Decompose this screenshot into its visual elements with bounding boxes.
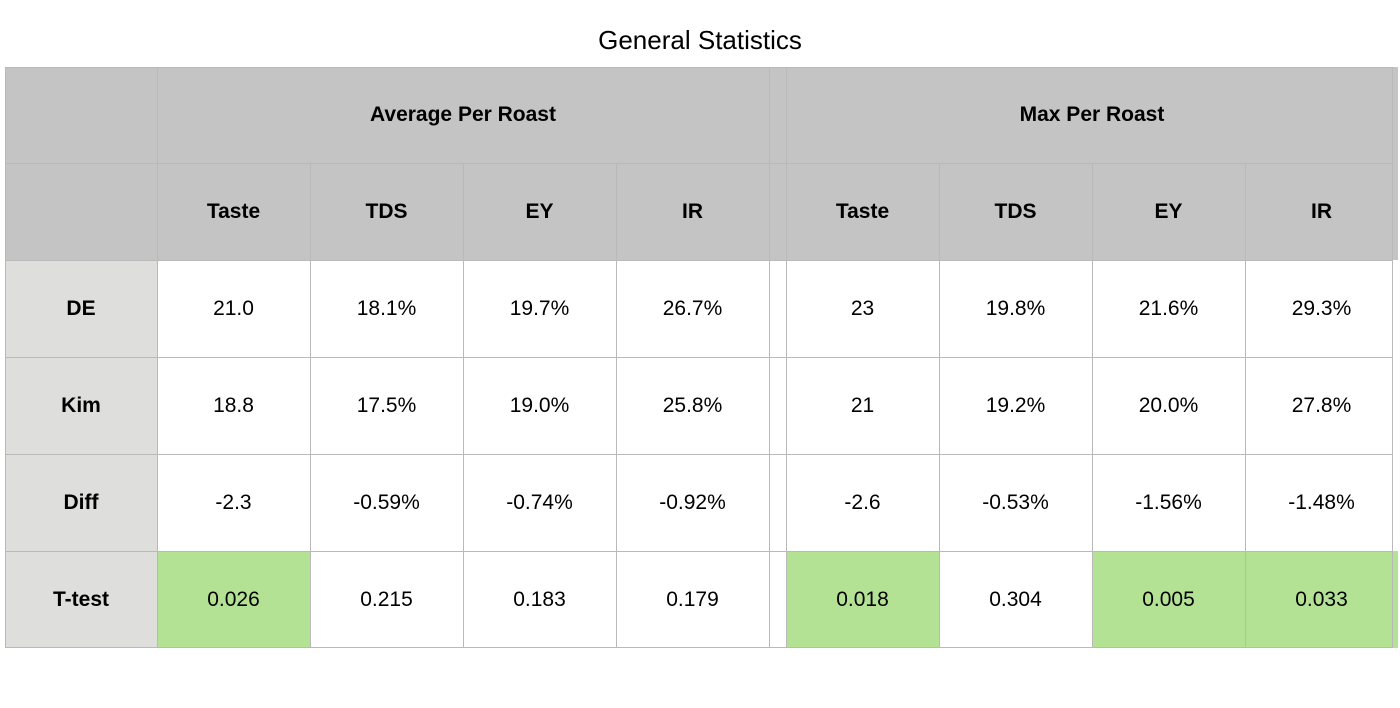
statistics-table: Average Per Roast Max Per Roast Taste TDS EY…: [5, 67, 1398, 648]
table-cell: 0.183: [463, 551, 616, 648]
table-cell: 23: [786, 260, 939, 357]
table-cell: 0.026: [157, 551, 310, 648]
table-cell: 20.0%: [1092, 357, 1245, 454]
table-cell: -0.53%: [939, 454, 1092, 551]
grid-line: [1092, 163, 1093, 648]
grid-line: [310, 163, 311, 648]
row-header: DE: [5, 260, 157, 357]
table-cell: 0.018: [786, 551, 939, 648]
grid-line: [769, 67, 770, 648]
table-cell: 26.7%: [616, 260, 769, 357]
table-cell: 21.0: [157, 260, 310, 357]
group-header: Average Per Roast: [157, 67, 769, 163]
table-cell: 0.005: [1092, 551, 1245, 648]
grid-line: [5, 357, 1393, 358]
table-cell: 19.7%: [463, 260, 616, 357]
table-cell: 21.6%: [1092, 260, 1245, 357]
column-header: EY: [1092, 163, 1245, 260]
grid-line: [157, 67, 158, 648]
grid-line: [616, 163, 617, 648]
chart-title: General Statistics: [598, 25, 802, 55]
row-header: T-test: [5, 551, 157, 648]
table-cell: 0.033: [1245, 551, 1398, 648]
grid-line: [1245, 163, 1246, 648]
table-cell: 18.8: [157, 357, 310, 454]
column-header: Taste: [157, 163, 310, 260]
column-header: TDS: [310, 163, 463, 260]
table-cell: 19.8%: [939, 260, 1092, 357]
column-header: TDS: [939, 163, 1092, 260]
table-cell: 0.304: [939, 551, 1092, 648]
table-cell: -2.3: [157, 454, 310, 551]
group-header: Max Per Roast: [786, 67, 1398, 163]
column-header: IR: [1245, 163, 1398, 260]
grid-line: [939, 163, 940, 648]
table-cell: -0.74%: [463, 454, 616, 551]
table-cell: -0.59%: [310, 454, 463, 551]
table-cell: 0.215: [310, 551, 463, 648]
table-cell: 27.8%: [1245, 357, 1398, 454]
grid-line: [5, 163, 1393, 164]
column-header: IR: [616, 163, 769, 260]
table-cell: 25.8%: [616, 357, 769, 454]
row-header: Diff: [5, 454, 157, 551]
table-cell: -2.6: [786, 454, 939, 551]
grid-line: [786, 67, 787, 648]
column-header: Taste: [786, 163, 939, 260]
table-cell: 29.3%: [1245, 260, 1398, 357]
table-cell: 17.5%: [310, 357, 463, 454]
table-cell: -1.48%: [1245, 454, 1398, 551]
table-cell: 18.1%: [310, 260, 463, 357]
table-cell: 0.179: [616, 551, 769, 648]
grid-line: [5, 454, 1393, 455]
grid-line: [463, 163, 464, 648]
column-header: EY: [463, 163, 616, 260]
table-cell: -0.92%: [616, 454, 769, 551]
row-header: Kim: [5, 357, 157, 454]
table-cell: 19.2%: [939, 357, 1092, 454]
table-cell: -1.56%: [1092, 454, 1245, 551]
grid-line: [5, 260, 1393, 261]
table-cell: 19.0%: [463, 357, 616, 454]
grid-line: [5, 551, 1393, 552]
table-cell: 21: [786, 357, 939, 454]
